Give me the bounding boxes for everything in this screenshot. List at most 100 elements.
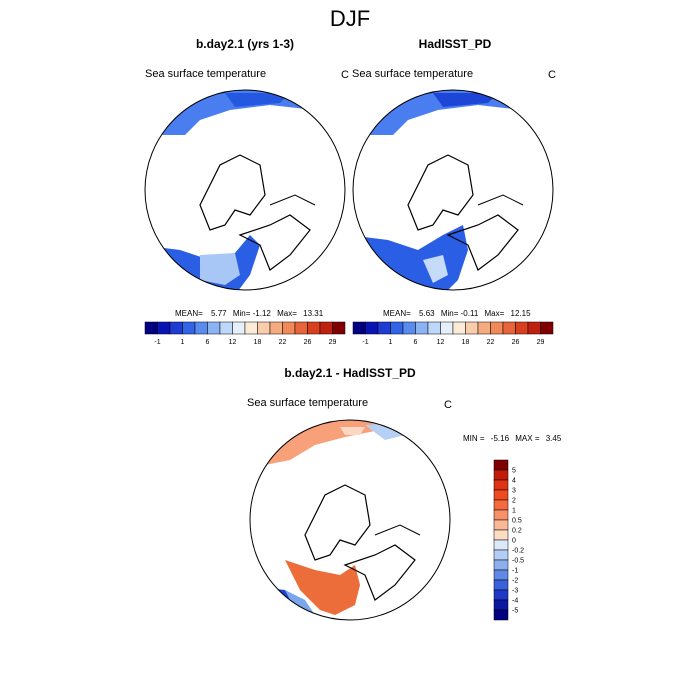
colorbar-swatch (307, 321, 321, 335)
colorbar-tick-label: 26 (304, 339, 312, 346)
diff-region-north-pacific-warm (285, 560, 360, 615)
colorbar-swatch (169, 321, 183, 335)
mean-label: MEAN= (175, 309, 203, 318)
panel-1-map (144, 89, 346, 291)
panel-1-units-label: C (341, 69, 349, 81)
colorbar-tick-label: 3 (512, 488, 516, 495)
colorbar-tick-label: 12 (229, 339, 237, 346)
max-label: Max= (484, 309, 505, 318)
max-label: MAX = (515, 434, 540, 443)
colorbar-swatch (527, 321, 541, 335)
colorbar-swatch (232, 321, 246, 335)
colorbar-tick-label: 0.2 (512, 528, 522, 535)
colorbar-tick-label: 22 (279, 339, 287, 346)
colorbar-swatch (493, 609, 509, 621)
colorbar-tick-label: 18 (254, 339, 262, 346)
panel-1-stats: MEAN= 5.77 Min= -1.12 Max= 13.31 (175, 309, 323, 318)
colorbar-swatch (390, 321, 404, 335)
colorbar-tick-label: 2 (512, 498, 516, 505)
sst-region-pacific-cool (200, 253, 240, 285)
colorbar-swatch (257, 321, 271, 335)
colorbar-tick-label: 0 (512, 538, 516, 545)
colorbar-swatch (207, 321, 221, 335)
panel-3-variable-label: Sea surface temperature (247, 397, 369, 409)
colorbar-tick-label: 18 (462, 339, 470, 346)
figure-title: DJF (329, 6, 371, 31)
colorbar-tick-label: -0.5 (512, 558, 524, 565)
colorbar-swatch (493, 499, 509, 511)
colorbar-swatch (490, 321, 504, 335)
colorbar-swatch (194, 321, 208, 335)
colorbar-tick-label: 6 (414, 339, 418, 346)
panel-2-map-border (352, 89, 554, 291)
max-value: 12.15 (510, 309, 531, 318)
mean-label: MEAN= (383, 309, 411, 318)
min-label: MIN = (463, 434, 485, 443)
min-value: -5.16 (490, 434, 510, 443)
colorbar-tick-label: 29 (329, 339, 337, 346)
colorbar-tick-label: 6 (206, 339, 210, 346)
colorbar-swatch (352, 321, 366, 335)
min-label: Min= (440, 309, 459, 318)
colorbar-swatch (465, 321, 479, 335)
max-value: 3.45 (545, 434, 562, 443)
coastline-islands (477, 194, 524, 206)
sst-region-pacific-cool (423, 255, 448, 283)
colorbar-swatch (377, 321, 391, 335)
panel-3-map-border (249, 419, 451, 621)
diff-region-north-atlantic-neutral (340, 427, 365, 435)
colorbar-swatch (493, 489, 509, 501)
colorbar-swatch (144, 321, 158, 335)
colorbar-swatch (294, 321, 308, 335)
colorbar-swatch (493, 519, 509, 531)
colorbar-swatch (157, 321, 171, 335)
panel-3-colorbar: 5 4 3 2 1 0.5 0.2 0 -0.2 -0.5 -1 -2 -3 -4 -5 (493, 459, 524, 621)
colorbar-tick-label: -3 (512, 588, 518, 595)
colorbar-swatch (282, 321, 296, 335)
max-value: 13.31 (303, 309, 324, 318)
colorbar-tick-label: -2 (512, 578, 518, 585)
min-label: Min= (232, 309, 251, 318)
colorbar-swatch (219, 321, 233, 335)
colorbar-swatch (440, 321, 454, 335)
colorbar-swatch (415, 321, 429, 335)
colorbar-tick-label: 1 (512, 508, 516, 515)
colorbar-swatch (427, 321, 441, 335)
panel-3-title: b.day2.1 - HadISST_PD (284, 366, 416, 380)
colorbar-swatch (493, 589, 509, 601)
sst-region-north-atlantic-warm (225, 93, 290, 107)
colorbar-tick-label: -5 (512, 608, 518, 615)
panel-3-units-label: C (444, 399, 452, 411)
panel-2-variable-label: Sea surface temperature (352, 68, 474, 80)
colorbar-swatch (502, 321, 516, 335)
max-label: Max= (277, 309, 297, 318)
coastline-greenland (199, 154, 266, 231)
colorbar-tick-label: 4 (512, 478, 516, 485)
colorbar-tick-label: -1 (362, 339, 368, 346)
panel-2-units-label: C (548, 69, 556, 81)
colorbar-swatch (493, 549, 509, 561)
colorbar-tick-label: 22 (487, 339, 495, 346)
colorbar-swatch (493, 569, 509, 581)
colorbar-tick-label: -0.2 (512, 548, 524, 555)
coastline-siberia (343, 544, 416, 601)
colorbar-swatch (452, 321, 466, 335)
colorbar-swatch (493, 599, 509, 611)
colorbar-swatch (493, 579, 509, 591)
coastline-siberia (446, 214, 519, 271)
colorbar-tick-label: 12 (437, 339, 445, 346)
mean-value: 5.63 (419, 309, 435, 318)
colorbar-swatch (402, 321, 416, 335)
panel-2-stats: MEAN= 5.63 Min= -0.11 Max= 12.15 (383, 309, 531, 318)
panel-1-colorbar: -1 1 6 12 18 22 26 29 (144, 321, 346, 346)
colorbar-tick-label: 0.5 (512, 518, 522, 525)
coastline-greenland (407, 154, 474, 231)
colorbar-swatch (540, 321, 554, 335)
colorbar-tick-label: 29 (537, 339, 545, 346)
panel-1-map-border (144, 89, 346, 291)
colorbar-tick-label: 5 (512, 468, 516, 475)
coastline-islands (374, 524, 421, 536)
panel-1-variable-label: Sea surface temperature (145, 68, 267, 80)
coastline-siberia (238, 214, 311, 271)
colorbar-tick-label: -1 (512, 568, 518, 575)
